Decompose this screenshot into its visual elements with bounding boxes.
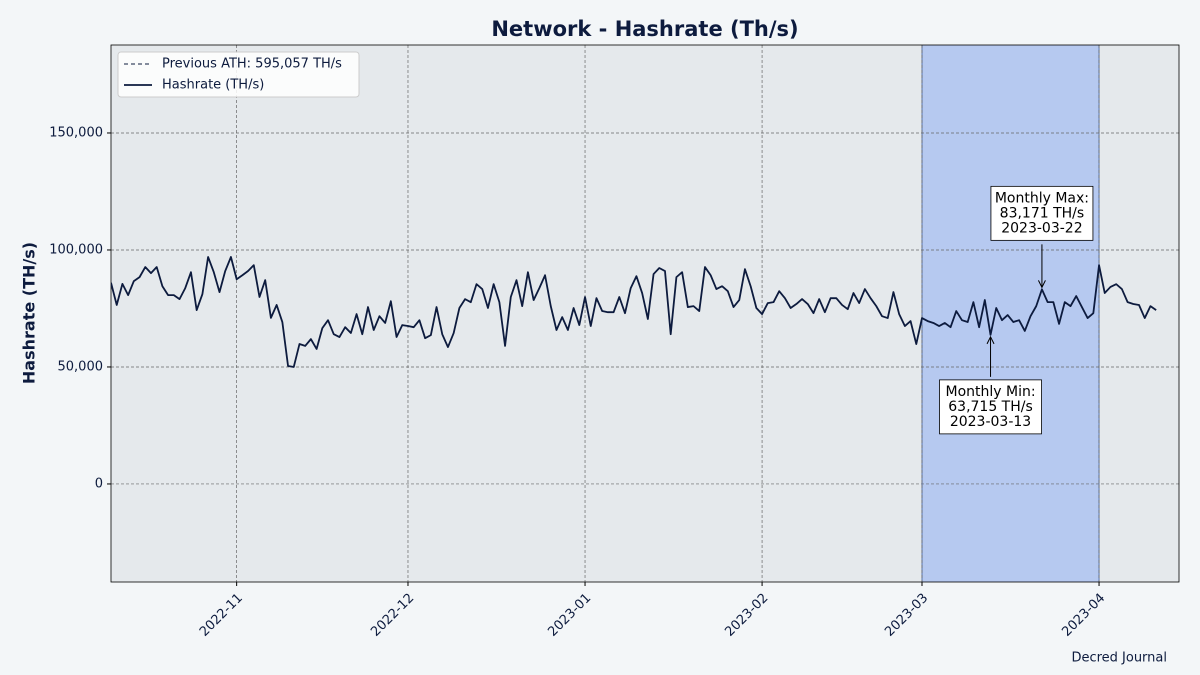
annotation-value: 83,171 TH/s — [1000, 205, 1085, 221]
legend-box — [117, 51, 360, 98]
data-line — [111, 256, 1157, 368]
annotation-box — [990, 185, 1094, 241]
annotation-date: 2023-03-13 — [950, 414, 1031, 430]
x-tick-label: 2022-11 — [197, 591, 246, 640]
legend-label: Hashrate (TH/s) — [162, 78, 264, 93]
annotation-value: 63,715 TH/s — [948, 399, 1033, 415]
legend-label: Previous ATH: 595,057 TH/s — [162, 57, 342, 72]
x-tick-label: 2023-02 — [722, 591, 771, 640]
x-tick-label: 2022-12 — [368, 591, 417, 640]
annotation-label: Monthly Min: — [945, 384, 1035, 400]
annotation-label: Monthly Max: — [995, 190, 1089, 206]
y-tick-label: 150,000 — [49, 125, 103, 140]
plot-frame — [110, 44, 1180, 583]
y-tick-label: 100,000 — [49, 242, 103, 257]
x-tick-label: 2023-04 — [1059, 591, 1108, 640]
annotation-box — [939, 379, 1042, 435]
annotation-date: 2023-03-22 — [1001, 220, 1082, 236]
y-tick-label: 0 — [95, 476, 103, 491]
x-tick-label: 2023-03 — [882, 591, 931, 640]
highlight-span — [921, 45, 1100, 582]
chart-title: Network - Hashrate (Th/s) — [491, 17, 798, 41]
footer: Decred Journal — [1071, 651, 1167, 666]
annotation-arrowhead — [986, 335, 995, 345]
annotation-arrowhead — [1037, 280, 1046, 289]
x-tick-label: 2023-01 — [545, 591, 594, 640]
y-tick-label: 50,000 — [58, 359, 104, 374]
y-axis-label: Hashrate (TH/s) — [20, 242, 39, 384]
plot-clip — [111, 256, 1157, 368]
